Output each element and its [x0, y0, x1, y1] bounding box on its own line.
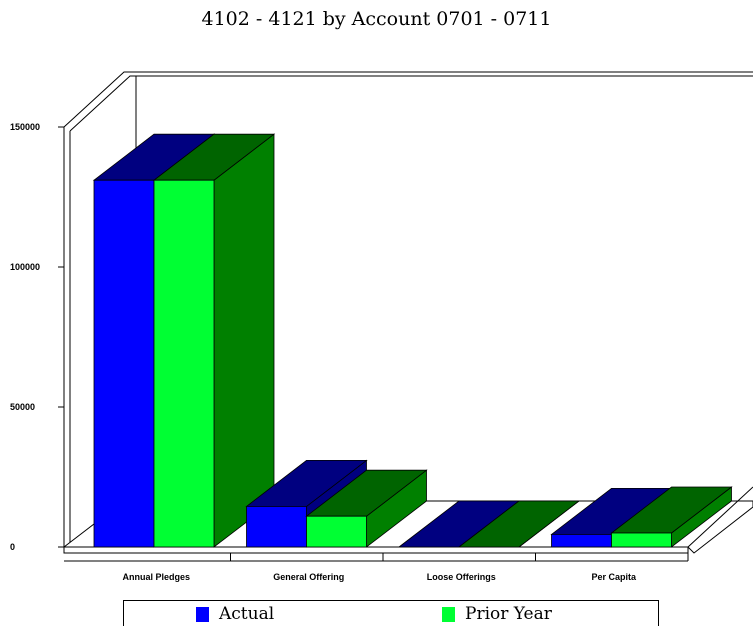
x-label-per-capita: Per Capita: [591, 572, 637, 582]
floor-right-edge: [687, 486, 753, 548]
legend-label-actual: Actual: [219, 604, 275, 624]
bar-prior-year-per-capita: [611, 532, 672, 548]
x-label-loose-offerings: Loose Offerings: [427, 572, 496, 582]
y-tick-label: 50000: [10, 402, 35, 412]
legend: Actual Prior Year: [123, 600, 659, 626]
legend-item-prior-year: Prior Year: [442, 604, 552, 624]
x-label-general-offering: General Offering: [273, 572, 344, 582]
bar-actual-per-capita: [551, 534, 612, 548]
floor-front: [63, 546, 689, 554]
chart-title: 4102 - 4121 by Account 0701 - 0711: [201, 8, 552, 30]
bars: [92, 133, 733, 548]
y-tick-label: 0: [10, 542, 15, 552]
legend-label-prior-year: Prior Year: [465, 604, 552, 624]
y-axis: 0 50000 100000 150000: [10, 122, 64, 552]
bar-top-prior-year-loose-offerings: [457, 500, 581, 548]
bar-actual-annual-pledges: [93, 179, 155, 548]
y-tick-label: 100000: [10, 262, 40, 272]
bar-actual-general-offering: [246, 505, 307, 548]
bar-side-prior-year-annual-pledges: [213, 133, 275, 548]
bar-prior-year-annual-pledges: [153, 179, 215, 548]
x-label-annual-pledges: Annual Pledges: [122, 572, 190, 582]
x-axis: Annual Pledges General Offering Loose Offe…: [64, 553, 689, 582]
legend-item-actual: Actual: [196, 604, 274, 624]
bar-prior-year-general-offering: [306, 515, 367, 548]
legend-swatch-actual: [196, 606, 209, 622]
back-wall-top-inner: [69, 75, 753, 132]
y-tick-label: 150000: [10, 122, 40, 132]
legend-swatch-prior-year: [442, 606, 455, 622]
back-wall-top: [63, 71, 753, 128]
